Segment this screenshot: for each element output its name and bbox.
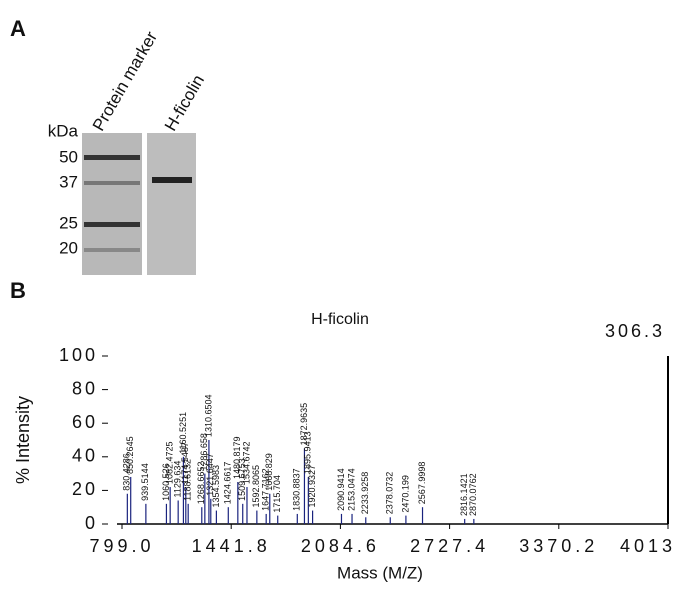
peak-label: 1424.6617 [223,462,233,505]
gel-band [84,222,140,227]
marker-label: 25 [59,213,78,232]
x-tick-label: 2727.4 [410,536,489,556]
y-tick-label: 40 [72,446,98,466]
x-tick-label: 2084.6 [301,536,380,556]
y-tick-label: 100 [59,345,98,365]
y-tick-label: 0 [85,513,98,533]
peak-label: 1920.9327 [307,465,317,508]
gel-band [84,155,140,160]
x-tick-label: 4013 [620,536,676,556]
gel-lane [147,133,196,275]
x-tick-label: 799.0 [89,536,154,556]
peak-label: 2378.0732 [385,472,395,515]
peak-label: 2567.9998 [417,462,427,505]
marker-label: 50 [59,147,78,166]
peak-label: 939.5144 [140,463,150,501]
peak-label: 2090.9414 [336,468,346,511]
x-tick-label: 3370.2 [519,536,598,556]
gel-lane [82,133,142,275]
chart-title: H-ficolin [311,311,369,328]
x-axis-label: Mass (M/Z) [337,563,423,582]
peak-label: 1310.6504 [203,394,213,437]
peak-label: 1354.5983 [211,465,221,508]
y-tick-label: 80 [72,378,98,398]
gel-band [152,177,192,183]
peak-label: 1534.6742 [241,441,251,484]
gel-band [84,248,140,252]
peak-label: 2153.0474 [346,468,356,511]
panel-label: B [10,278,26,303]
peak-label: 850.2645 [125,436,135,474]
marker-label: 37 [59,172,78,191]
peak-label: 2870.0762 [468,473,478,516]
peak-label: 1188.6132 [183,459,193,501]
y-axis-label: % Intensity [13,396,33,484]
marker-label: 20 [59,238,78,257]
lane-label: Protein marker [89,28,161,134]
y-tick-label: 60 [72,412,98,432]
gel-band [84,181,140,185]
unit-label: kDa [48,121,79,140]
peak-label: 2233.9258 [360,472,370,515]
peak-label: 1715.704 [272,475,282,513]
peak-label: 2470.199 [400,475,410,513]
figure: A Protein marker H-ficolin kDa 50 37 25 … [0,0,696,585]
panel-label: A [10,16,26,41]
y-tick-label: 20 [72,479,98,499]
x-tick-label: 1441.8 [192,536,271,556]
peak-label: 1830.8837 [292,468,302,511]
lane-label: H-ficolin [161,72,208,135]
annotation: 306.3 [605,321,665,341]
